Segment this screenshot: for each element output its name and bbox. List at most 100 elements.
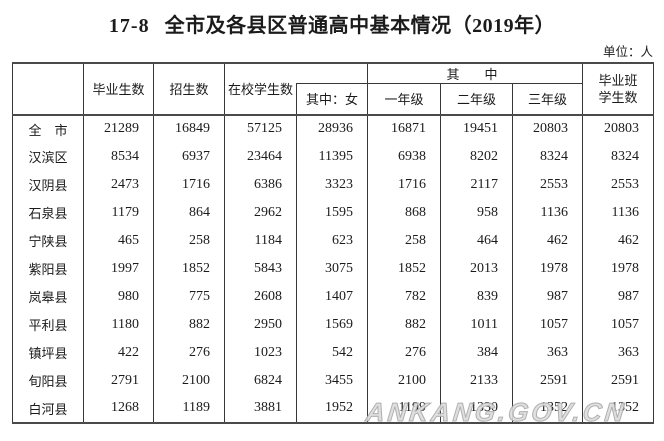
value-cell: 6824 xyxy=(224,366,297,395)
value-cell: 20803 xyxy=(582,114,655,143)
value-cell: 3881 xyxy=(224,394,297,423)
value-cell: 464 xyxy=(440,226,513,255)
table-row: 汉阴县 2473 1716 6386 3323 1716 2117 2553 2… xyxy=(12,170,655,199)
value-cell: 8202 xyxy=(440,142,513,171)
title-text: 全市及各县区普通高中基本情况（2019年） xyxy=(164,15,556,37)
unit-note: 单位：人 xyxy=(602,45,653,59)
value-cell: 8534 xyxy=(83,142,154,171)
region-cell: 白河县 xyxy=(12,394,84,423)
col-header-students: 在校学生数 xyxy=(224,63,297,115)
value-cell: 1997 xyxy=(83,254,154,283)
value-cell: 623 xyxy=(296,226,368,255)
graduating-class-label-line2: 学生数 xyxy=(598,89,638,105)
table-row: 白河县 1268 1189 3881 1952 1199 1330 1352 1… xyxy=(12,394,655,423)
value-cell: 28936 xyxy=(296,114,368,143)
value-cell: 20803 xyxy=(511,114,584,143)
value-cell: 1057 xyxy=(582,310,655,339)
value-cell: 8324 xyxy=(511,142,584,171)
value-cell: 1011 xyxy=(440,310,513,339)
table-header: 毕业生数 招生数 在校学生数 其 中 毕业班 学生数 其中：女 一年级 二年级 … xyxy=(12,63,655,116)
value-cell: 2608 xyxy=(224,282,297,311)
table-row: 汉滨区 8534 6937 23464 11395 6938 8202 8324… xyxy=(12,142,655,171)
value-cell: 16849 xyxy=(153,114,225,143)
value-cell: 782 xyxy=(367,282,441,311)
value-cell: 5843 xyxy=(224,254,297,283)
value-cell: 1716 xyxy=(153,170,225,199)
value-cell: 1136 xyxy=(511,198,584,227)
value-cell: 21289 xyxy=(83,114,154,143)
value-cell: 2013 xyxy=(440,254,513,283)
value-cell: 1268 xyxy=(83,394,154,423)
region-cell: 汉滨区 xyxy=(12,142,84,171)
value-cell: 882 xyxy=(367,310,441,339)
value-cell: 6386 xyxy=(224,170,297,199)
value-cell: 1852 xyxy=(367,254,441,283)
region-cell: 汉阴县 xyxy=(12,170,84,199)
value-cell: 276 xyxy=(153,338,225,367)
value-cell: 363 xyxy=(511,338,584,367)
value-cell: 16871 xyxy=(367,114,441,143)
value-cell: 2591 xyxy=(511,366,584,395)
page-title: 17-8 全市及各县区普通高中基本情况（2019年） xyxy=(0,9,664,38)
region-cell: 石泉县 xyxy=(12,198,84,227)
value-cell: 958 xyxy=(440,198,513,227)
value-cell: 276 xyxy=(367,338,441,367)
table-row: 紫阳县 1997 1852 5843 3075 1852 2013 1978 1… xyxy=(12,254,655,283)
value-cell: 1180 xyxy=(83,310,154,339)
col-header-graduating-class: 毕业班 学生数 xyxy=(582,63,655,115)
region-cell: 宁陕县 xyxy=(12,226,84,255)
value-cell: 882 xyxy=(153,310,225,339)
value-cell: 868 xyxy=(367,198,441,227)
col-header-female: 其中：女 xyxy=(296,83,368,116)
value-cell: 1330 xyxy=(440,394,513,423)
value-cell: 1569 xyxy=(296,310,368,339)
value-cell: 11395 xyxy=(296,142,368,171)
students-subcolumn-gap xyxy=(296,63,368,84)
value-cell: 2100 xyxy=(153,366,225,395)
value-cell: 2553 xyxy=(582,170,655,199)
value-cell: 6938 xyxy=(367,142,441,171)
value-cell: 422 xyxy=(83,338,154,367)
value-cell: 2117 xyxy=(440,170,513,199)
value-cell: 1136 xyxy=(582,198,655,227)
table-row: 岚皋县 980 775 2608 1407 782 839 987 987 xyxy=(12,282,655,311)
value-cell: 1595 xyxy=(296,198,368,227)
value-cell: 57125 xyxy=(224,114,297,143)
value-cell: 258 xyxy=(153,226,225,255)
region-cell: 镇坪县 xyxy=(12,338,84,367)
value-cell: 3323 xyxy=(296,170,368,199)
table-row: 旬阳县 2791 2100 6824 3455 2100 2133 2591 2… xyxy=(12,366,655,395)
table-number: 17-8 xyxy=(108,15,150,37)
region-cell: 岚皋县 xyxy=(12,282,84,311)
value-cell: 542 xyxy=(296,338,368,367)
table-row: 平利县 1180 882 2950 1569 882 1011 1057 105… xyxy=(12,310,655,339)
value-cell: 2473 xyxy=(83,170,154,199)
value-cell: 1057 xyxy=(511,310,584,339)
value-cell: 2100 xyxy=(367,366,441,395)
region-cell: 旬阳县 xyxy=(12,366,84,395)
col-header-grade3: 三年级 xyxy=(511,83,584,116)
region-cell: 全 市 xyxy=(12,114,84,143)
value-cell: 2553 xyxy=(511,170,584,199)
value-cell: 6937 xyxy=(153,142,225,171)
value-cell: 1184 xyxy=(224,226,297,255)
corner-cell xyxy=(12,63,84,115)
value-cell: 775 xyxy=(153,282,225,311)
value-cell: 987 xyxy=(511,282,584,311)
value-cell: 3075 xyxy=(296,254,368,283)
value-cell: 1407 xyxy=(296,282,368,311)
table-row: 镇坪县 422 276 1023 542 276 384 363 363 xyxy=(12,338,655,367)
value-cell: 1852 xyxy=(153,254,225,283)
col-header-graduates: 毕业生数 xyxy=(83,63,154,115)
value-cell: 987 xyxy=(582,282,655,311)
value-cell: 19451 xyxy=(440,114,513,143)
value-cell: 465 xyxy=(83,226,154,255)
value-cell: 2962 xyxy=(224,198,297,227)
value-cell: 1189 xyxy=(153,394,225,423)
value-cell: 1023 xyxy=(224,338,297,367)
region-cell: 平利县 xyxy=(12,310,84,339)
value-cell: 1352 xyxy=(582,394,655,423)
col-header-enrollment: 招生数 xyxy=(153,63,225,115)
col-header-among-which: 其 中 xyxy=(366,63,584,84)
